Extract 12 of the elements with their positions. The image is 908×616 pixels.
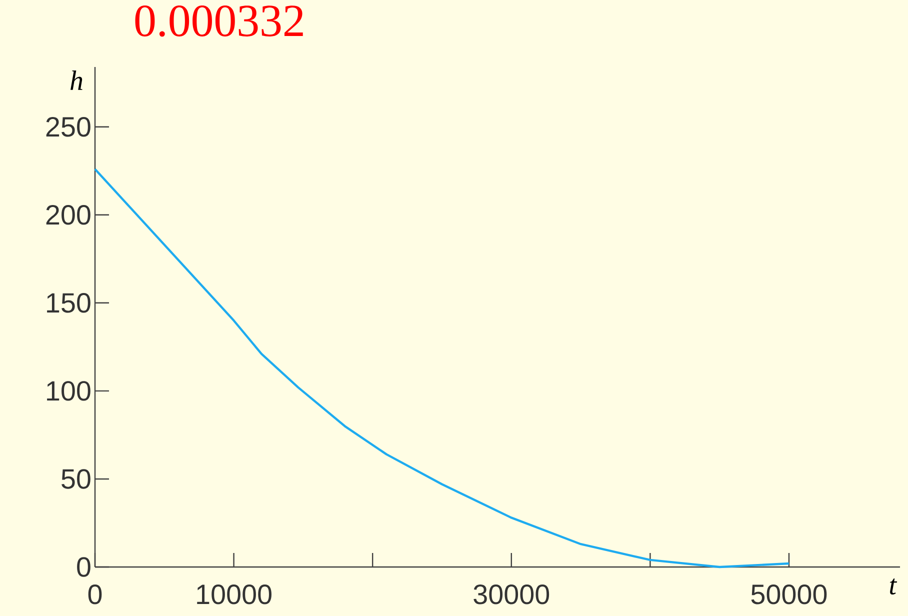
x-tick-label: 30000 bbox=[474, 584, 550, 604]
y-tick-label: 250 bbox=[46, 116, 90, 137]
y-axis-title: h bbox=[70, 70, 82, 90]
y-tick-label: 0 bbox=[77, 557, 90, 577]
y-tick-label: 150 bbox=[47, 293, 90, 313]
text: 0.000332 bbox=[135, 6, 303, 37]
x-tick-label: 10000 bbox=[197, 584, 272, 604]
x-tick-label: 50000 bbox=[751, 584, 827, 604]
x-axis-title: t bbox=[890, 578, 898, 594]
y-tick-label: 200 bbox=[46, 205, 90, 225]
y-tick-label: 100 bbox=[47, 381, 90, 401]
y-tick-label: 50 bbox=[62, 469, 90, 489]
